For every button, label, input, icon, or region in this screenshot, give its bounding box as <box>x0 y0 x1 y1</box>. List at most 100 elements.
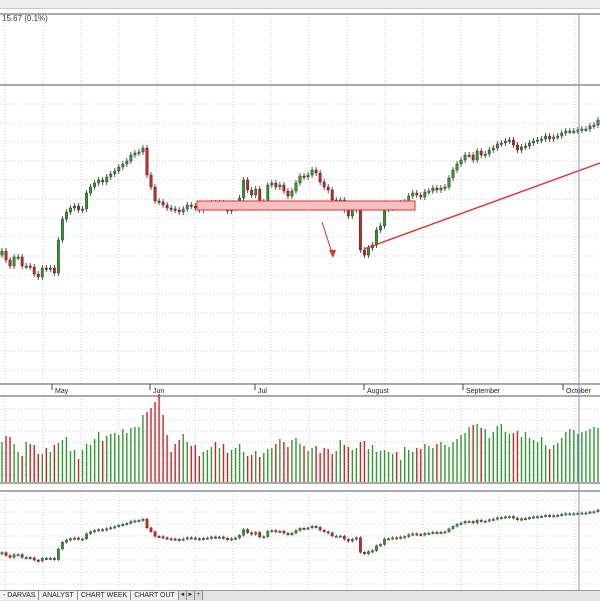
annotations <box>196 162 600 258</box>
lower-candle <box>487 519 491 522</box>
lower-candle <box>57 548 60 560</box>
lower-candle <box>230 538 233 541</box>
price-candle <box>73 205 76 209</box>
lower-candle <box>36 559 40 562</box>
price-candle <box>306 174 310 178</box>
lower-candle <box>314 526 318 528</box>
lower-candle <box>415 533 419 536</box>
lower-candle <box>85 533 88 540</box>
price-candle <box>153 186 157 202</box>
lower-candle <box>101 529 105 532</box>
lower-candle <box>403 536 407 539</box>
lower-candle <box>250 532 254 535</box>
lower-candle <box>544 515 547 517</box>
price-candle <box>560 132 564 137</box>
lower-candle <box>254 532 258 535</box>
lower-candle <box>524 518 527 521</box>
price-candle <box>375 229 378 246</box>
lower-candle <box>584 512 588 515</box>
scroll-left-button[interactable]: ◄ <box>178 591 187 600</box>
lower-candle <box>8 555 12 558</box>
lower-candle <box>169 538 173 541</box>
price-candle <box>282 184 286 192</box>
price-candle <box>520 146 523 151</box>
price-candle <box>435 187 439 191</box>
price-candle <box>32 266 36 275</box>
lower-candle <box>157 536 161 538</box>
scroll-right-button[interactable]: ► <box>186 591 195 600</box>
month-label: September <box>466 388 501 395</box>
price-candle <box>459 159 463 165</box>
month-label: May <box>55 388 69 395</box>
lower-candle <box>181 538 185 541</box>
price-candle <box>294 182 298 192</box>
lower-candle <box>540 516 543 518</box>
lower-candle <box>12 554 16 558</box>
price-candle <box>363 249 366 256</box>
lower-candle <box>548 515 552 517</box>
lower-candle <box>532 516 535 519</box>
price-candle <box>89 186 93 194</box>
lower-candle <box>564 513 568 516</box>
lower-candle <box>459 522 463 525</box>
lower-candle <box>93 530 96 533</box>
price-candle <box>455 163 459 171</box>
lower-candle <box>125 523 129 525</box>
price-candle <box>109 173 113 178</box>
price-candle <box>350 209 354 217</box>
price-candle <box>16 256 20 259</box>
lower-pane-candles <box>0 508 600 563</box>
price-candle <box>439 187 443 191</box>
lower-candle <box>359 537 362 553</box>
price-candle <box>28 265 32 268</box>
lower-candle <box>40 557 44 562</box>
lower-candle <box>318 527 322 531</box>
tab-analyst[interactable]: ANALYST <box>39 591 78 600</box>
tab-chart-out[interactable]: CHART OUT <box>131 591 179 600</box>
uptrend-line <box>363 162 600 250</box>
add-tab-button[interactable]: + <box>194 591 203 600</box>
price-candle <box>105 176 109 183</box>
lower-candle <box>512 516 515 519</box>
price-candle <box>358 204 362 251</box>
price-candle <box>137 151 141 154</box>
tab-chart-week[interactable]: CHART WEEK <box>77 591 132 600</box>
price-candle <box>165 204 169 209</box>
price-candle <box>40 267 44 278</box>
price-candle <box>564 130 568 134</box>
lower-candle <box>32 557 36 561</box>
lower-candle <box>20 554 24 558</box>
month-label: August <box>367 388 389 395</box>
sheet-tab-bar: - DARVAS ANALYST CHART WEEK CHART OUT ◄ … <box>0 590 600 601</box>
price-candle <box>503 140 507 144</box>
price-candle <box>157 200 161 203</box>
lower-candle <box>197 538 201 541</box>
lower-candle <box>28 557 32 560</box>
lower-candle <box>234 537 237 540</box>
price-candle <box>81 208 84 211</box>
lower-candle <box>342 535 346 540</box>
lower-candle <box>447 528 451 532</box>
price-candle <box>24 265 28 268</box>
lower-candle <box>427 532 431 535</box>
lower-candle <box>298 528 302 531</box>
price-candle <box>141 147 145 153</box>
lower-candle <box>89 531 92 534</box>
lower-candle <box>391 537 394 540</box>
price-candle <box>507 139 511 142</box>
lower-candle <box>495 517 499 520</box>
price-candle <box>552 136 556 140</box>
price-candle <box>479 150 483 156</box>
lower-candle <box>0 552 4 555</box>
price-candle <box>44 267 48 270</box>
price-candle <box>451 169 455 179</box>
price-candle <box>572 130 576 133</box>
price-candle <box>149 174 153 188</box>
price-candle <box>330 189 334 201</box>
tab-darvas[interactable]: - DARVAS <box>0 591 40 600</box>
lower-candle <box>471 521 475 524</box>
lower-candle <box>210 536 213 539</box>
lower-candle <box>491 518 495 521</box>
